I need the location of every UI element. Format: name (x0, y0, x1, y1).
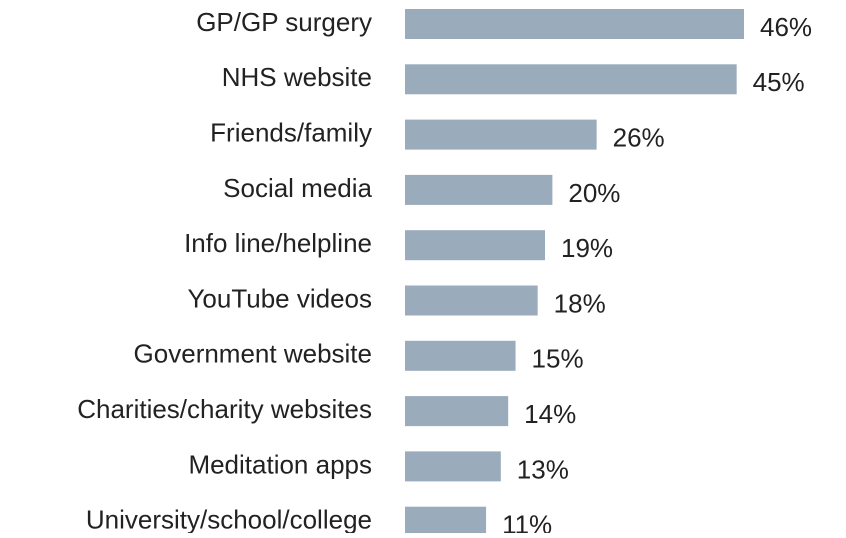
bar (405, 230, 546, 261)
value-label: 11% (502, 510, 552, 533)
value-label: 46% (760, 12, 812, 42)
bar (405, 119, 597, 150)
value-label: 15% (532, 344, 584, 374)
bar (405, 9, 745, 39)
value-label: 13% (517, 454, 569, 484)
value-label: 26% (613, 122, 665, 152)
category-label: University/school/college (86, 505, 372, 533)
bar (405, 396, 509, 427)
value-label: 14% (524, 399, 576, 429)
bar (405, 285, 538, 316)
category-label: YouTube videos (187, 283, 372, 313)
category-label: GP/GP surgery (196, 7, 372, 37)
value-label: 19% (561, 233, 613, 263)
bar (405, 340, 516, 371)
category-label: Government website (134, 339, 372, 369)
category-label: NHS website (222, 62, 372, 92)
bar (405, 174, 553, 205)
value-label: 20% (568, 178, 620, 208)
value-label: 45% (753, 67, 805, 97)
bar (405, 64, 737, 95)
category-label: Friends/family (210, 117, 372, 147)
category-label: Social media (223, 173, 372, 203)
category-label: Info line/helpline (184, 228, 372, 258)
category-label: Charities/charity websites (77, 394, 372, 424)
bar (405, 451, 501, 482)
bar (405, 506, 487, 537)
category-label: Meditation apps (188, 449, 372, 479)
value-label: 18% (554, 288, 606, 318)
